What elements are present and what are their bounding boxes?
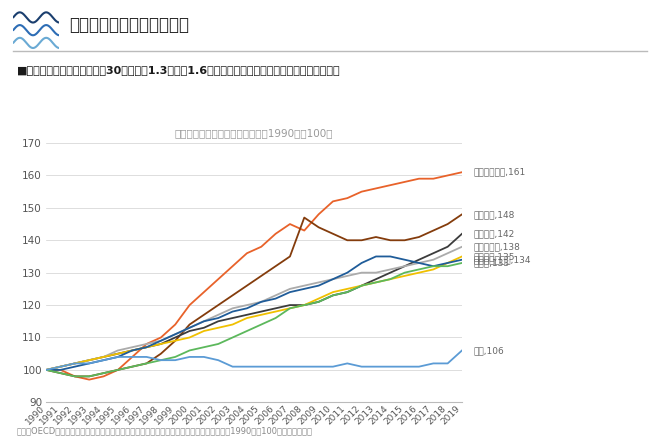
Text: イギリス,148: イギリス,148	[473, 210, 515, 219]
Title: 実質賃金指数の推移の国際比較（1990年＝100）: 実質賃金指数の推移の国際比較（1990年＝100）	[175, 128, 333, 138]
Text: スウェーデン,161: スウェーデン,161	[473, 168, 525, 177]
Text: ■先進国では実質賃金はこの30年間で約1.3倍から1.6倍になっているが、日本だけ横ばいである。: ■先進国では実質賃金はこの30年間で約1.3倍から1.6倍になっているが、日本だ…	[16, 65, 340, 75]
Text: 日本,106: 日本,106	[473, 346, 504, 355]
Text: カナダ,133: カナダ,133	[473, 258, 510, 267]
Text: 実質賃金の推移の国際比較: 実質賃金の推移の国際比較	[69, 16, 189, 34]
Text: デンマーク,138: デンマーク,138	[473, 242, 520, 251]
Text: オーストラリア,134: オーストラリア,134	[473, 255, 531, 264]
Text: 出所：OECDの各国平均賃金データ（ドルベース、物価考慮済み）を元にみさき投資作成。1990年を100として指数化。: 出所：OECDの各国平均賃金データ（ドルベース、物価考慮済み）を元にみさき投資作…	[16, 427, 312, 436]
Text: アメリカ,142: アメリカ,142	[473, 229, 514, 238]
Text: フランス,135: フランス,135	[473, 252, 515, 261]
